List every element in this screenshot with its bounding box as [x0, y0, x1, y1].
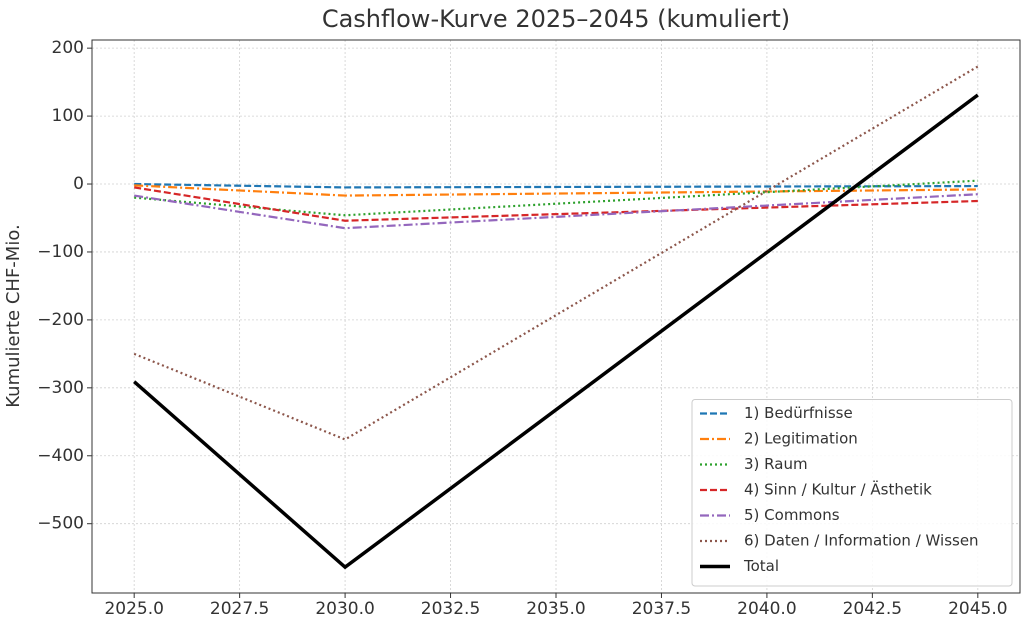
- legend-label: 5) Commons: [744, 506, 840, 524]
- legend-label: 3) Raum: [744, 455, 808, 473]
- legend-label: 1) Bedürfnisse: [744, 404, 853, 422]
- y-tick-label: −400: [37, 446, 84, 466]
- y-tick-label: −100: [37, 242, 84, 262]
- y-tick-label: −500: [37, 514, 84, 534]
- legend-label: Total: [743, 557, 779, 575]
- x-tick-label: 2037.5: [632, 599, 691, 619]
- legend-label: 4) Sinn / Kultur / Ästhetik: [744, 480, 932, 499]
- series-line: [133, 65, 979, 441]
- series-line: [134, 179, 978, 217]
- x-tick-label: 2040.0: [737, 599, 796, 619]
- x-tick-label: 2030.0: [315, 599, 374, 619]
- y-tick-label: 100: [52, 106, 84, 126]
- y-tick-label: −200: [37, 310, 84, 330]
- y-axis-label: Kumulierte CHF-Mio.: [3, 224, 24, 408]
- series-line: [134, 182, 978, 189]
- series-line: [134, 186, 978, 222]
- y-tick-label: 0: [73, 174, 84, 194]
- x-tick-label: 2042.5: [843, 599, 902, 619]
- legend-label: 6) Daten / Information / Wissen: [744, 532, 979, 550]
- series-line: [134, 193, 978, 230]
- legend-label: 2) Legitimation: [744, 430, 858, 448]
- x-tick-label: 2025.0: [104, 599, 163, 619]
- legend: 1) Bedürfnisse 2) Legitimation 3) Raum 4) S…: [691, 399, 1013, 587]
- x-tick-label: 2045.0: [948, 599, 1007, 619]
- series-line: [133, 93, 979, 570]
- legend-box: [691, 399, 1013, 587]
- grid: [92, 40, 1020, 593]
- y-tick-label: −300: [37, 378, 84, 398]
- y-tick-label: 200: [52, 38, 84, 58]
- x-tick-label: 2035.0: [526, 599, 585, 619]
- x-tick-label: 2027.5: [210, 599, 269, 619]
- chart-title: Cashflow-Kurve 2025–2045 (kumuliert): [322, 5, 790, 33]
- plot-frame: [91, 39, 1021, 594]
- x-tick-label: 2032.5: [421, 599, 480, 619]
